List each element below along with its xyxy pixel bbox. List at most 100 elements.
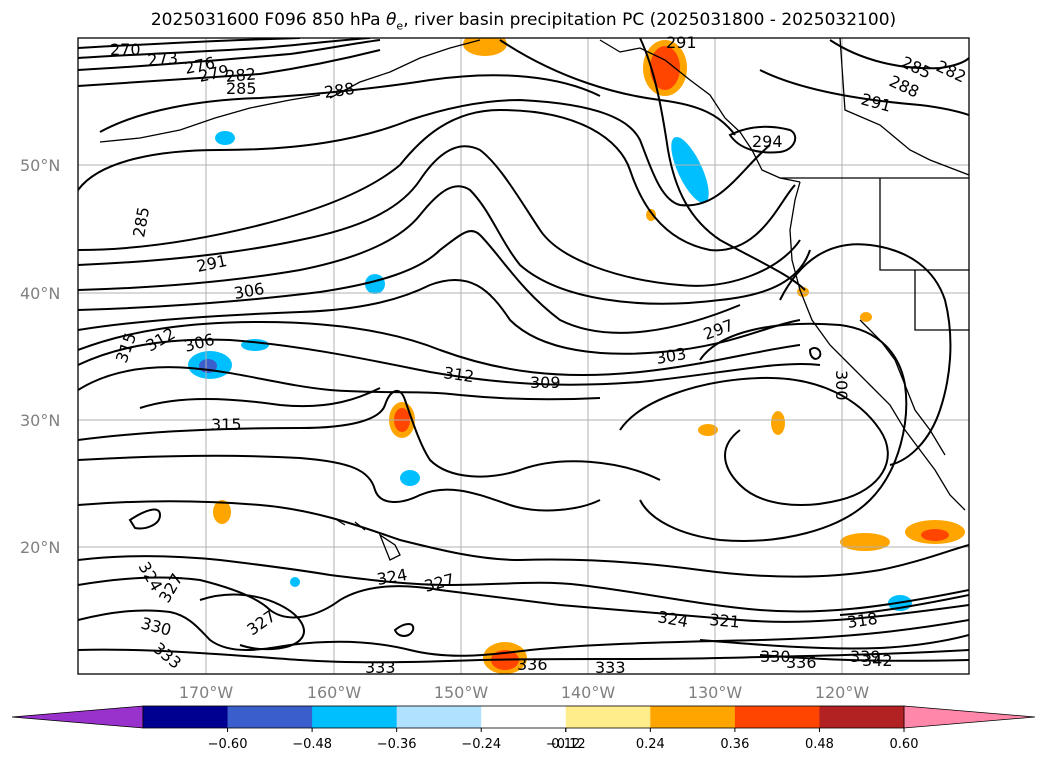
colorbar-segment bbox=[650, 706, 736, 728]
contour-label: 303 bbox=[654, 344, 687, 368]
contour-line bbox=[78, 230, 741, 334]
contour-line bbox=[779, 243, 952, 466]
contour-label: 315 bbox=[211, 415, 242, 434]
contour-label: 309 bbox=[530, 373, 561, 392]
contour-line bbox=[699, 634, 969, 650]
contour-label: 330 bbox=[139, 614, 173, 640]
colorbar-segment bbox=[143, 706, 229, 728]
colorbar-segment bbox=[734, 706, 820, 728]
contour-label: 291 bbox=[859, 90, 893, 116]
colorbar-under-triangle bbox=[11, 705, 144, 729]
precip-blob bbox=[921, 529, 949, 541]
contour-line bbox=[78, 98, 771, 207]
contour-line bbox=[499, 39, 736, 136]
contour-line bbox=[78, 108, 796, 252]
precip-blob bbox=[290, 577, 300, 587]
contour-line bbox=[78, 576, 969, 623]
precip-blob bbox=[840, 533, 890, 551]
colorbar-tick-label: 0.48 bbox=[805, 737, 834, 752]
contour-label: 336 bbox=[786, 653, 817, 672]
contour-line bbox=[808, 346, 822, 360]
contour-label: 282 bbox=[225, 64, 257, 86]
contour-line bbox=[78, 500, 969, 578]
colorbar-segment bbox=[481, 706, 567, 728]
contour-line bbox=[78, 185, 811, 305]
colorbar-segment bbox=[396, 706, 482, 728]
colorbar-segment bbox=[565, 706, 651, 728]
colorbar-tick-label: −0.24 bbox=[461, 737, 501, 752]
contour-label: 270 bbox=[110, 40, 141, 59]
colorbar-segment bbox=[227, 706, 313, 728]
colorbar-tick-label: −0.36 bbox=[377, 737, 417, 752]
contour-line bbox=[639, 38, 806, 291]
contour-label: 324 bbox=[375, 565, 408, 589]
precip-blob bbox=[860, 312, 872, 322]
contour-label: 291 bbox=[666, 33, 697, 52]
contour-line bbox=[99, 74, 601, 133]
contour-line bbox=[78, 279, 801, 355]
title-theta: θ bbox=[386, 10, 397, 30]
colorbar-tick-label: −0.60 bbox=[208, 737, 248, 752]
contour-label: 336 bbox=[517, 655, 548, 674]
contour-label: 330 bbox=[760, 647, 791, 666]
contour-line bbox=[759, 654, 969, 662]
colorbar-over-triangle bbox=[903, 705, 1036, 729]
contour-line bbox=[78, 39, 381, 71]
precip-blob bbox=[698, 424, 718, 436]
lat-label: 30°N bbox=[20, 411, 60, 430]
contour-label: 321 bbox=[709, 610, 741, 632]
contour-line bbox=[393, 623, 415, 637]
precip-blob bbox=[365, 274, 385, 294]
contour-label: 318 bbox=[846, 609, 879, 632]
contour-line bbox=[78, 38, 371, 59]
lon-label: 130°W bbox=[688, 683, 743, 702]
contour-label: 312 bbox=[442, 363, 475, 386]
precip-blob bbox=[215, 131, 235, 145]
lon-label: 160°W bbox=[307, 683, 362, 702]
precip-blob bbox=[646, 209, 656, 221]
colorbar-tick-label: 0.24 bbox=[636, 737, 665, 752]
contour-labels: 270 273 276 279 282 285 288 291 285 282 … bbox=[110, 33, 969, 677]
contour-line bbox=[128, 508, 162, 530]
precip-blob bbox=[463, 38, 507, 56]
colorbar-segment bbox=[819, 706, 905, 728]
precip-blob bbox=[771, 411, 785, 435]
lon-label: 170°W bbox=[179, 683, 234, 702]
colorbar-tick-label: −0.48 bbox=[292, 737, 332, 752]
contour-line bbox=[78, 320, 801, 377]
contour-label: 294 bbox=[752, 132, 783, 151]
precip-blob bbox=[400, 470, 420, 486]
contour-line bbox=[78, 390, 661, 481]
lat-label: 20°N bbox=[20, 538, 60, 557]
contour-label: 327 bbox=[243, 606, 279, 639]
map-frame bbox=[77, 37, 970, 675]
colorbar-tick-label: 0.60 bbox=[890, 737, 919, 752]
chart-title: 2025031600 F096 850 hPa θe, river basin … bbox=[0, 10, 1047, 32]
contour-label: 291 bbox=[195, 251, 229, 276]
theta-e-contours bbox=[78, 38, 969, 664]
contour-label: 315 bbox=[112, 330, 140, 365]
contour-line bbox=[78, 454, 601, 512]
colorbar-tick-label: −0.12 bbox=[546, 737, 586, 752]
gridlines bbox=[78, 38, 969, 674]
title-suffix: , river basin precipitation PC (20250318… bbox=[403, 10, 897, 30]
contour-line bbox=[839, 594, 969, 616]
contour-label: 285 bbox=[226, 79, 257, 98]
contour-label: 333 bbox=[365, 658, 396, 677]
longitude-labels: 170°W 160°W 150°W 140°W 130°W 120°W bbox=[179, 683, 870, 702]
title-sub: e bbox=[396, 19, 404, 33]
contour-label: 339 bbox=[850, 647, 881, 666]
contour-line bbox=[78, 648, 969, 664]
contour-line bbox=[759, 69, 969, 116]
contour-line bbox=[78, 338, 821, 386]
contour-label: 342 bbox=[862, 651, 893, 670]
contour-line bbox=[78, 49, 381, 87]
contour-line bbox=[139, 387, 381, 409]
lat-label: 50°N bbox=[20, 156, 60, 175]
precip-blob bbox=[671, 136, 709, 204]
lon-label: 150°W bbox=[434, 683, 489, 702]
contour-label: 333 bbox=[595, 658, 626, 677]
contour-line bbox=[619, 376, 889, 506]
colorbar-segment bbox=[312, 706, 398, 728]
